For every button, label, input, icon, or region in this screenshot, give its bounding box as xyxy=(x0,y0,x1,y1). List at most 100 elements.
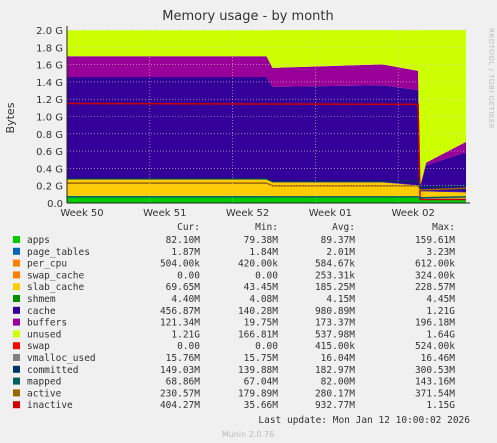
legend-cur-shmem: 4.40M xyxy=(171,294,200,305)
line-mapped xyxy=(67,196,467,199)
legend-max-inactive: 1.15G xyxy=(426,400,455,411)
y-tick-label: 0.0 xyxy=(47,199,63,210)
line-committed xyxy=(67,178,467,189)
legend-cur-buffers: 121.34M xyxy=(160,318,200,329)
legend-avg-active: 280.17M xyxy=(315,388,355,399)
legend-swatch-vmalloc_used xyxy=(13,354,20,361)
legend-cur-mapped: 68.86M xyxy=(166,377,201,388)
legend-name-active: active xyxy=(27,388,62,399)
area-cache xyxy=(67,77,466,192)
legend-header: Avg: xyxy=(332,222,355,233)
legend-max-swap: 524.00k xyxy=(415,341,455,352)
legend-name-per_cpu: per_cpu xyxy=(27,259,67,270)
legend-swatch-inactive xyxy=(13,401,20,409)
legend-min-active: 179.89M xyxy=(238,388,278,399)
line-active xyxy=(67,182,467,191)
legend-max-per_cpu: 612.00k xyxy=(415,259,455,270)
legend-min-per_cpu: 420.00k xyxy=(238,259,278,270)
legend-swatch-per_cpu xyxy=(13,259,20,267)
legend-cur-cache: 456.87M xyxy=(160,306,200,317)
legend-swatch-shmem xyxy=(13,295,20,302)
legend-avg-swap: 415.00k xyxy=(315,341,355,352)
legend-min-apps: 79.38M xyxy=(244,235,279,246)
legend-max-mapped: 143.16M xyxy=(415,377,455,388)
legend-avg-swap_cache: 253.31k xyxy=(315,270,355,281)
y-tick-label: 0.2 G xyxy=(36,182,63,193)
legend-name-swap: swap xyxy=(27,341,50,352)
legend-max-unused: 1.64G xyxy=(426,329,455,340)
legend-max-slab_cache: 228.57M xyxy=(415,282,455,293)
legend-name-buffers: buffers xyxy=(27,318,67,329)
legend-cur-swap_cache: 0.00 xyxy=(177,270,200,281)
rrdtool-credit: RRDTOOL / TOBI OETIKER xyxy=(487,28,495,129)
y-tick-label: 1.4 G xyxy=(36,78,63,89)
legend-swatch-slab_cache xyxy=(13,283,20,291)
y-tick-label: 0.4 G xyxy=(36,164,63,175)
legend-max-buffers: 196.18M xyxy=(415,318,455,329)
legend-cur-vmalloc_used: 15.76M xyxy=(166,353,201,364)
area-unused xyxy=(67,30,466,186)
y-tick-label: 1.8 G xyxy=(36,43,63,54)
legend-avg-committed: 182.97M xyxy=(315,365,355,376)
legend-cur-page_tables: 1.87M xyxy=(171,247,200,258)
legend-min-unused: 166.81M xyxy=(238,329,278,340)
legend-avg-inactive: 932.77M xyxy=(315,400,355,411)
legend-swatch-committed xyxy=(13,365,20,373)
legend-swatch-swap xyxy=(13,342,20,350)
legend-swatch-active xyxy=(13,389,20,397)
legend-name-apps: apps xyxy=(27,235,50,246)
y-tick-label: 1.2 G xyxy=(36,95,63,106)
legend-min-shmem: 4.08M xyxy=(249,294,278,305)
legend-name-page_tables: page_tables xyxy=(27,247,90,258)
chart-title: Memory usage - by month xyxy=(162,9,333,24)
x-tick-label: Week 52 xyxy=(226,208,269,219)
legend-cur-apps: 82.10M xyxy=(166,235,201,246)
legend-cur-slab_cache: 69.65M xyxy=(166,282,201,293)
legend-avg-shmem: 4.15M xyxy=(326,294,355,305)
legend-avg-unused: 537.98M xyxy=(315,329,355,340)
legend-name-mapped: mapped xyxy=(27,377,61,388)
legend-name-unused: unused xyxy=(27,329,61,340)
y-tick-label: 0.8 G xyxy=(36,130,63,141)
legend-min-slab_cache: 43.45M xyxy=(244,282,279,293)
legend-min-page_tables: 1.84M xyxy=(249,247,278,258)
legend-swatch-unused xyxy=(13,330,20,338)
area-buffers xyxy=(67,56,466,187)
legend-max-cache: 1.21G xyxy=(426,306,455,317)
legend-name-cache: cache xyxy=(27,306,56,317)
legend-min-swap: 0.00 xyxy=(255,341,278,352)
legend-name-vmalloc_used: vmalloc_used xyxy=(27,353,96,364)
legend-swatch-cache xyxy=(13,306,20,314)
legend-cur-swap: 0.00 xyxy=(177,341,200,352)
x-tick-label: Week 51 xyxy=(143,208,186,219)
legend-swatch-apps xyxy=(13,236,20,243)
area-slab_cache xyxy=(67,179,466,199)
legend-name-inactive: inactive xyxy=(27,400,73,411)
line-inactive xyxy=(66,102,466,201)
y-tick-label: 1.6 G xyxy=(36,61,63,72)
x-tick-label: Week 01 xyxy=(309,208,352,219)
legend-swatch-page_tables xyxy=(13,247,20,255)
legend-max-page_tables: 3.23M xyxy=(426,247,455,258)
legend-max-vmalloc_used: 16.46M xyxy=(421,353,456,364)
legend-avg-apps: 89.37M xyxy=(321,235,356,246)
legend-avg-page_tables: 2.01M xyxy=(326,247,355,258)
legend-avg-buffers: 173.37M xyxy=(315,318,355,329)
last-update: Last update: Mon Jan 12 10:00:02 2026 xyxy=(258,415,470,426)
legend-min-cache: 140.28M xyxy=(238,306,278,317)
x-tick-label: Week 02 xyxy=(392,208,435,219)
y-axis-label: Bytes xyxy=(4,102,17,133)
legend-name-slab_cache: slab_cache xyxy=(27,282,84,293)
legend-name-shmem: shmem xyxy=(27,294,56,305)
legend-avg-per_cpu: 584.67k xyxy=(315,259,355,270)
legend-cur-inactive: 404.27M xyxy=(160,400,200,411)
legend-cur-committed: 149.03M xyxy=(160,365,200,376)
legend-name-committed: committed xyxy=(27,365,78,376)
legend-min-inactive: 35.66M xyxy=(244,400,279,411)
legend-avg-mapped: 82.00M xyxy=(321,377,356,388)
y-tick-label: 1.0 G xyxy=(36,113,63,124)
legend-header: Max: xyxy=(432,222,455,233)
legend-avg-slab_cache: 185.25M xyxy=(315,282,355,293)
legend-swatch-buffers xyxy=(13,318,20,326)
